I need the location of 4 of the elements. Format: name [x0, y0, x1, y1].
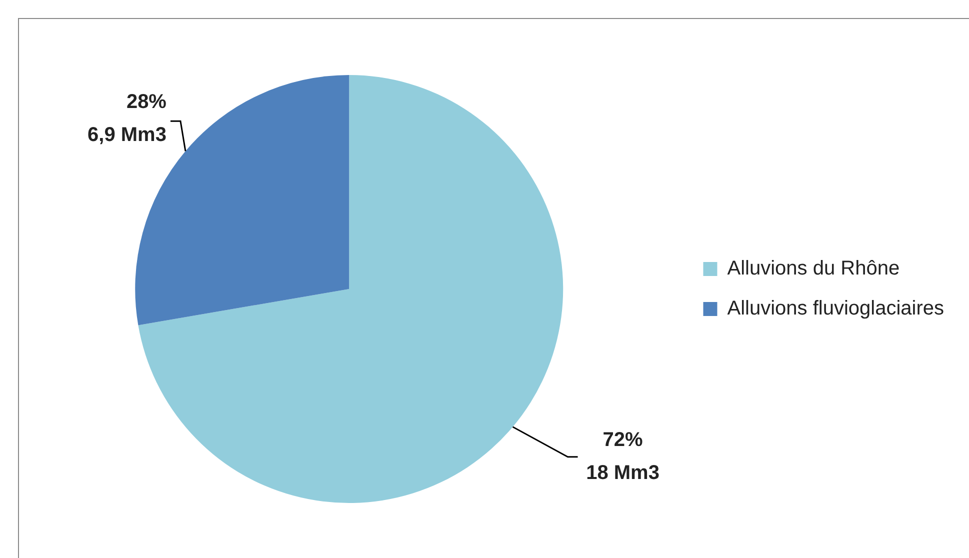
legend-label: Alluvions du Rhône: [727, 258, 900, 280]
data-label: 28% 6,9 Mm3: [88, 91, 167, 146]
legend-label: Alluvions fluvioglaciaires: [727, 298, 944, 320]
data-label: 72% 18 Mm3: [586, 428, 660, 484]
